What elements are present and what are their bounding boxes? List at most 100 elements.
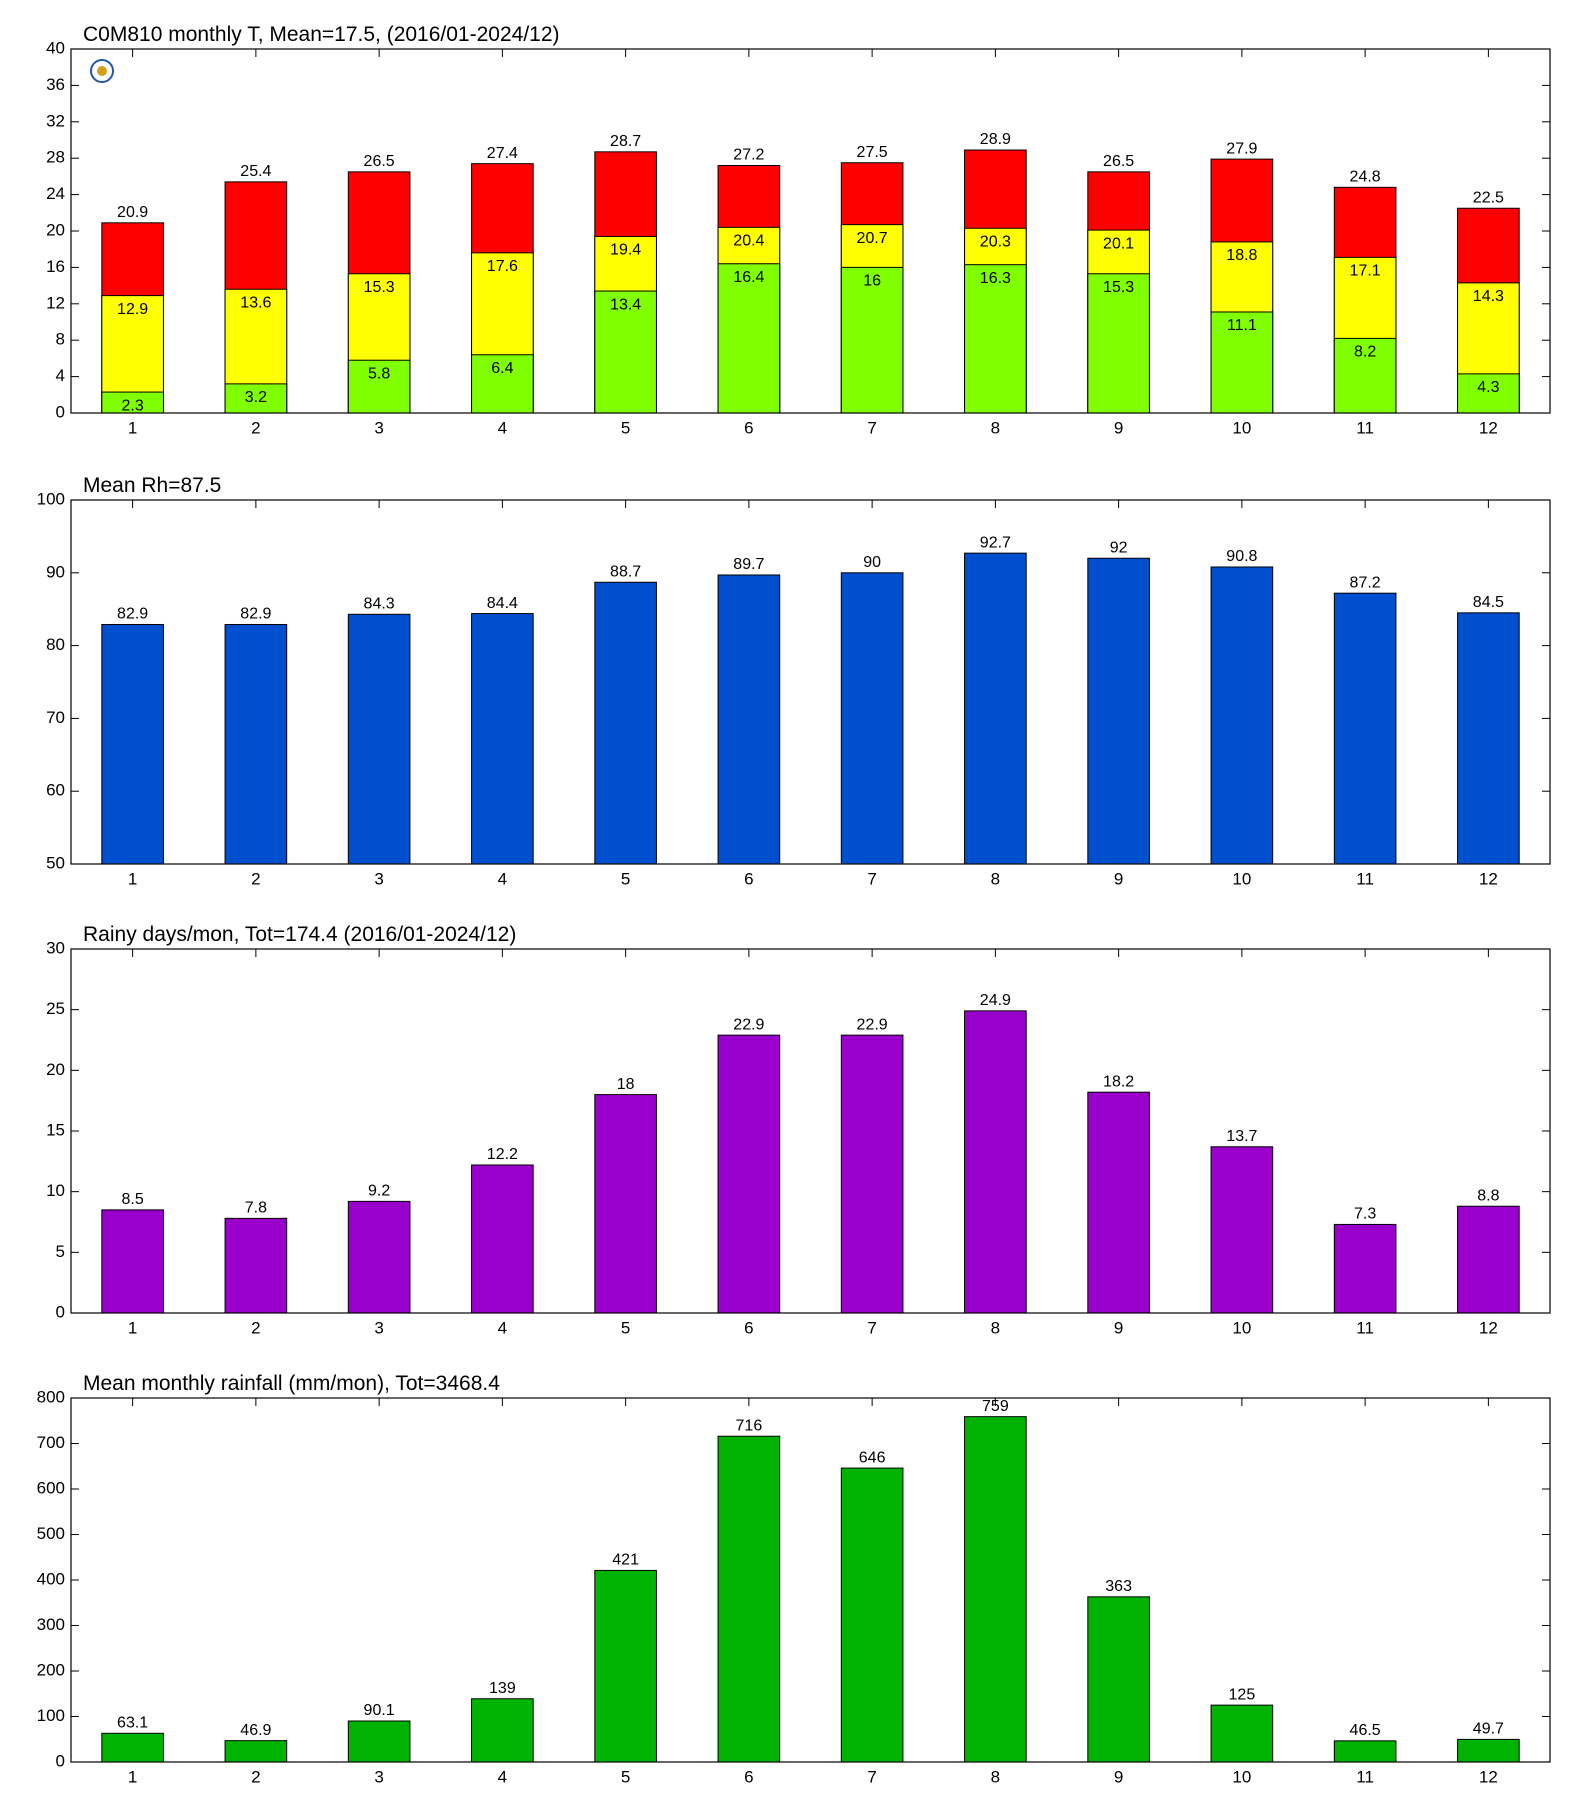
value-label: 125 (1229, 1686, 1256, 1703)
bar (347, 1720, 411, 1763)
y-tick-label: 50 (46, 853, 65, 872)
x-tick-label: 8 (991, 869, 1000, 888)
value-label: 63.1 (117, 1715, 148, 1732)
bar (594, 1094, 657, 1314)
plot-frame (70, 499, 1551, 865)
x-tick-label: 10 (1232, 869, 1251, 888)
y-tick-label: 800 (37, 1387, 65, 1406)
logo (90, 59, 114, 83)
x-tick-label: 1 (128, 869, 137, 888)
x-tick-label: 8 (991, 418, 1000, 437)
value-label: 24.8 (1350, 169, 1381, 186)
y-tick-label: 80 (46, 635, 65, 654)
x-tick-label: 11 (1356, 418, 1374, 437)
bar (964, 552, 1027, 865)
bar (471, 613, 534, 865)
value-label: 20.7 (857, 230, 888, 247)
y-tick-label: 500 (37, 1524, 65, 1543)
x-tick-label: 9 (1114, 1318, 1123, 1337)
value-label: 14.3 (1473, 288, 1504, 305)
value-label: 4.3 (1477, 379, 1499, 396)
x-tick-label: 12 (1479, 1767, 1498, 1786)
x-tick-label: 5 (621, 418, 630, 437)
bar (471, 1164, 534, 1314)
value-label: 15.3 (364, 279, 395, 296)
bar (594, 1569, 657, 1763)
value-label: 646 (859, 1449, 886, 1466)
value-label: 19.4 (610, 242, 641, 259)
bar (840, 572, 904, 865)
bar (964, 1010, 1027, 1314)
value-label: 16.4 (733, 269, 764, 286)
bar (1457, 1738, 1520, 1763)
y-tick-label: 15 (46, 1120, 65, 1139)
bar (964, 264, 1027, 414)
y-tick-label: 0 (56, 402, 65, 421)
bar (224, 1740, 288, 1763)
x-tick-label: 8 (991, 1767, 1000, 1786)
value-label: 26.5 (1103, 153, 1134, 170)
value-label: 9.2 (368, 1183, 390, 1200)
bar (1333, 1223, 1397, 1314)
value-label: 13.4 (610, 296, 641, 313)
x-tick-label: 12 (1479, 1318, 1498, 1337)
x-tick-label: 6 (744, 1318, 753, 1337)
value-label: 84.5 (1473, 594, 1504, 611)
value-label: 13.6 (240, 294, 271, 311)
y-tick-label: 100 (37, 1706, 65, 1725)
value-label: 8.5 (122, 1191, 144, 1208)
x-tick-label: 5 (621, 1318, 630, 1337)
value-label: 16.3 (980, 270, 1011, 287)
bar (1087, 273, 1150, 414)
bar (101, 1209, 164, 1314)
chart-title: C0M810 monthly T, Mean=17.5, (2016/01-20… (83, 23, 560, 46)
value-label: 20.3 (980, 233, 1011, 250)
value-label: 8.2 (1354, 344, 1376, 361)
value-label: 12.9 (117, 301, 148, 318)
y-tick-label: 10 (46, 1181, 65, 1200)
value-label: 28.7 (610, 133, 641, 150)
value-label: 22.9 (733, 1016, 764, 1033)
value-label: 20.9 (117, 204, 148, 221)
bar (964, 1416, 1027, 1763)
value-label: 759 (982, 1398, 1009, 1415)
bar (1457, 612, 1520, 865)
value-label: 17.6 (487, 258, 518, 275)
bar (347, 1200, 411, 1314)
x-tick-label: 1 (128, 418, 137, 437)
bar (840, 266, 904, 414)
x-tick-label: 11 (1356, 1318, 1374, 1337)
bar (840, 1034, 904, 1314)
value-label: 84.4 (487, 595, 518, 612)
y-tick-label: 0 (56, 1302, 65, 1321)
bar (101, 623, 164, 865)
x-tick-label: 10 (1232, 1318, 1251, 1337)
value-label: 24.9 (980, 992, 1011, 1009)
bar (594, 290, 657, 414)
bar (1333, 1740, 1397, 1763)
y-tick-label: 90 (46, 562, 65, 581)
bar (1087, 1091, 1150, 1314)
bar (594, 581, 657, 865)
value-label: 26.5 (364, 153, 395, 170)
value-label: 28.9 (980, 131, 1011, 148)
value-label: 82.9 (240, 606, 271, 623)
x-tick-label: 9 (1114, 418, 1123, 437)
value-label: 363 (1105, 1578, 1132, 1595)
x-tick-label: 6 (744, 418, 753, 437)
bar (347, 613, 411, 865)
value-label: 716 (736, 1417, 763, 1434)
y-tick-label: 400 (37, 1569, 65, 1588)
bar (717, 263, 781, 414)
value-label: 7.8 (245, 1200, 267, 1217)
bar (224, 383, 288, 414)
x-tick-label: 12 (1479, 869, 1498, 888)
value-label: 46.9 (240, 1722, 271, 1739)
y-tick-label: 5 (56, 1242, 65, 1261)
value-label: 46.5 (1350, 1722, 1381, 1739)
value-label: 15.3 (1103, 279, 1134, 296)
y-tick-label: 4 (56, 366, 65, 385)
bar (717, 574, 781, 865)
y-tick-label: 16 (46, 257, 65, 276)
chart-title: Rainy days/mon, Tot=174.4 (2016/01-2024/… (83, 923, 516, 946)
